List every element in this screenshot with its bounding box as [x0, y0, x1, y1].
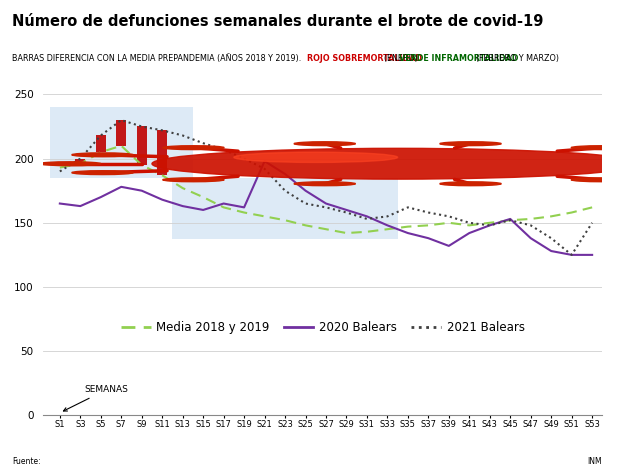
Text: VERDE INFRAMORTALIDAD: VERDE INFRAMORTALIDAD	[399, 54, 519, 63]
Bar	[75, 159, 86, 164]
Bar	[96, 135, 106, 152]
Circle shape	[294, 142, 355, 146]
Bar	[137, 126, 147, 165]
Circle shape	[163, 146, 224, 150]
Circle shape	[294, 182, 355, 185]
Circle shape	[440, 182, 501, 185]
Text: SEMANAS: SEMANAS	[63, 385, 129, 411]
Text: Fuente:: Fuente:	[12, 457, 41, 466]
Circle shape	[39, 162, 101, 166]
Text: Número de defunciones semanales durante el brote de covid-19: Número de defunciones semanales durante …	[12, 14, 544, 29]
Circle shape	[72, 153, 134, 157]
Bar	[157, 130, 167, 175]
Bar	[116, 120, 127, 146]
FancyBboxPatch shape	[173, 178, 397, 239]
Circle shape	[163, 178, 224, 182]
Circle shape	[440, 142, 501, 146]
Circle shape	[571, 178, 621, 182]
Circle shape	[234, 152, 397, 162]
Circle shape	[571, 146, 621, 150]
Circle shape	[152, 148, 621, 179]
Text: BARRAS DIFERENCIA CON LA MEDIA PREPANDEMIA (AÑOS 2018 Y 2019).: BARRAS DIFERENCIA CON LA MEDIA PREPANDEM…	[12, 54, 304, 63]
FancyBboxPatch shape	[50, 107, 193, 178]
Text: ROJO SOBREMORTALIDAD: ROJO SOBREMORTALIDAD	[307, 54, 422, 63]
Text: INM: INM	[587, 457, 602, 466]
Legend: Media 2018 y 2019, 2020 Balears, 2021 Balears: Media 2018 y 2019, 2020 Balears, 2021 Ba…	[116, 316, 530, 339]
Text: (FEBRERO Y MARZO): (FEBRERO Y MARZO)	[476, 54, 559, 63]
Circle shape	[72, 171, 134, 175]
Text: (ENERO): (ENERO)	[384, 54, 420, 63]
